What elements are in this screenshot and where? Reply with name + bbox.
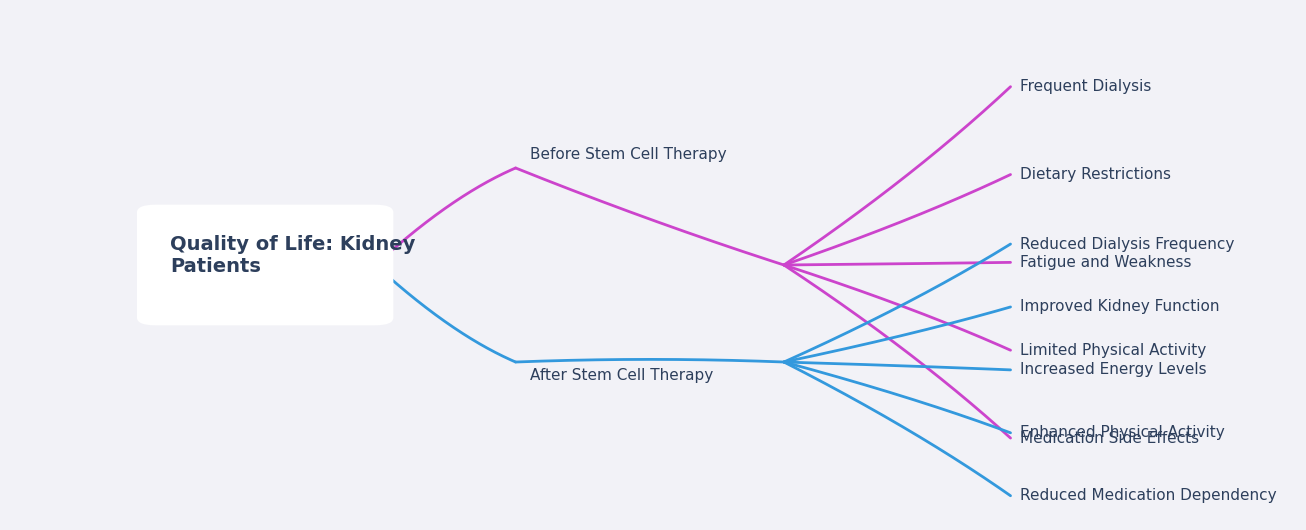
Text: After Stem Cell Therapy: After Stem Cell Therapy (530, 368, 713, 383)
Text: Enhanced Physical Activity: Enhanced Physical Activity (1020, 425, 1225, 440)
Text: Before Stem Cell Therapy: Before Stem Cell Therapy (530, 147, 726, 162)
Text: Reduced Medication Dependency: Reduced Medication Dependency (1020, 488, 1277, 503)
Text: Quality of Life: Kidney
Patients: Quality of Life: Kidney Patients (170, 235, 415, 276)
Text: Improved Kidney Function: Improved Kidney Function (1020, 299, 1220, 314)
Text: Dietary Restrictions: Dietary Restrictions (1020, 167, 1171, 182)
Text: Medication Side Effects: Medication Side Effects (1020, 430, 1199, 446)
FancyBboxPatch shape (137, 205, 393, 325)
Text: Limited Physical Activity: Limited Physical Activity (1020, 343, 1207, 358)
Text: Fatigue and Weakness: Fatigue and Weakness (1020, 255, 1191, 270)
Text: Frequent Dialysis: Frequent Dialysis (1020, 79, 1152, 94)
Text: Increased Energy Levels: Increased Energy Levels (1020, 363, 1207, 377)
Text: Reduced Dialysis Frequency: Reduced Dialysis Frequency (1020, 236, 1234, 252)
